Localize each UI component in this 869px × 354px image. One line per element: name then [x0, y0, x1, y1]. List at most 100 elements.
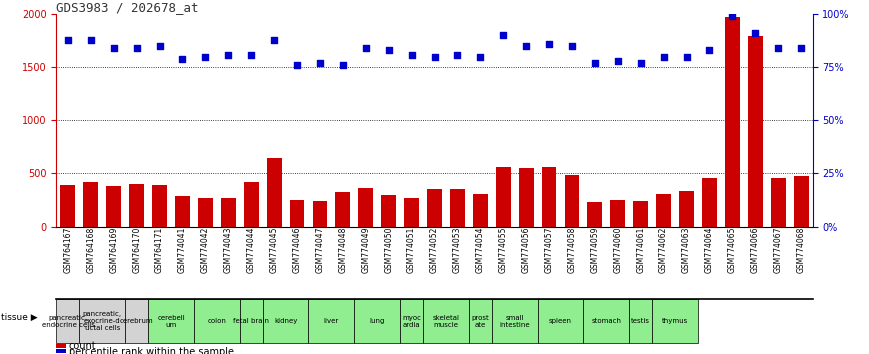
Bar — [267, 158, 282, 227]
Text: pancreatic,
exocrine-d
uctal cells: pancreatic, exocrine-d uctal cells — [83, 311, 122, 331]
Bar — [125, 299, 148, 343]
Text: GSM774063: GSM774063 — [682, 227, 691, 273]
Bar — [656, 194, 671, 227]
Text: lung: lung — [369, 318, 385, 324]
Bar — [79, 299, 125, 343]
Text: GSM774043: GSM774043 — [224, 227, 233, 273]
Bar — [748, 36, 763, 227]
Bar — [450, 189, 465, 227]
Text: myoc
ardia: myoc ardia — [402, 315, 421, 328]
Point — [519, 43, 533, 49]
Text: GSM774054: GSM774054 — [476, 227, 485, 273]
Bar — [83, 182, 98, 227]
Text: GSM774057: GSM774057 — [545, 227, 554, 273]
Bar — [56, 349, 65, 353]
Bar — [289, 200, 304, 227]
Text: colon: colon — [208, 318, 226, 324]
Text: GSM774061: GSM774061 — [636, 227, 645, 273]
Text: GSM774065: GSM774065 — [728, 227, 737, 273]
Text: GSM774064: GSM774064 — [705, 227, 714, 273]
Bar — [771, 178, 786, 227]
Text: GSM764167: GSM764167 — [63, 227, 72, 273]
Text: GSM774068: GSM774068 — [797, 227, 806, 273]
Point — [244, 52, 258, 57]
Bar — [652, 299, 698, 343]
Text: GSM764171: GSM764171 — [155, 227, 164, 273]
Point — [405, 52, 419, 57]
Bar — [519, 168, 534, 227]
Bar — [61, 185, 76, 227]
Point — [428, 54, 441, 59]
Point — [702, 47, 716, 53]
Point — [748, 30, 762, 36]
Text: GSM774052: GSM774052 — [430, 227, 439, 273]
Bar — [152, 185, 167, 227]
Point — [313, 60, 327, 66]
Text: GSM774041: GSM774041 — [178, 227, 187, 273]
Bar — [221, 198, 235, 227]
Bar — [610, 200, 625, 227]
Bar — [583, 299, 629, 343]
Bar — [198, 198, 213, 227]
Point — [726, 13, 740, 19]
Text: GDS3983 / 202678_at: GDS3983 / 202678_at — [56, 1, 199, 14]
Point — [680, 54, 693, 59]
Bar — [538, 299, 583, 343]
Text: GSM774060: GSM774060 — [614, 227, 622, 273]
Bar — [129, 184, 144, 227]
Text: count: count — [69, 341, 96, 352]
Bar — [423, 299, 469, 343]
Text: GSM774046: GSM774046 — [293, 227, 302, 273]
Bar — [400, 299, 423, 343]
Bar — [565, 175, 580, 227]
Point — [84, 37, 98, 42]
Text: GSM774058: GSM774058 — [567, 227, 576, 273]
Text: GSM774067: GSM774067 — [773, 227, 783, 273]
Text: percentile rank within the sample: percentile rank within the sample — [69, 347, 234, 354]
Text: GSM774050: GSM774050 — [384, 227, 393, 273]
Text: GSM764168: GSM764168 — [86, 227, 96, 273]
Bar — [262, 299, 308, 343]
Bar — [244, 183, 259, 227]
Text: GSM774049: GSM774049 — [362, 227, 370, 273]
Text: thymus: thymus — [662, 318, 688, 324]
Point — [359, 45, 373, 51]
Bar — [427, 189, 442, 227]
Text: GSM774066: GSM774066 — [751, 227, 760, 273]
Point — [474, 54, 488, 59]
Point — [107, 45, 121, 51]
Bar — [56, 299, 79, 343]
Bar — [492, 299, 538, 343]
Bar — [679, 191, 694, 227]
Point — [565, 43, 579, 49]
Text: GSM774045: GSM774045 — [269, 227, 279, 273]
Bar — [725, 17, 740, 227]
Bar — [106, 186, 121, 227]
Text: liver: liver — [324, 318, 339, 324]
Text: cerebrum: cerebrum — [120, 318, 154, 324]
Point — [336, 62, 350, 68]
Text: GSM774059: GSM774059 — [590, 227, 600, 273]
Bar — [148, 299, 194, 343]
Text: skeletal
muscle: skeletal muscle — [433, 315, 460, 328]
Text: GSM774056: GSM774056 — [521, 227, 531, 273]
Text: stomach: stomach — [591, 318, 621, 324]
Bar — [358, 188, 373, 227]
Text: cerebell
um: cerebell um — [157, 315, 185, 328]
Bar — [381, 195, 396, 227]
Text: GSM774062: GSM774062 — [659, 227, 668, 273]
Point — [129, 45, 143, 51]
Point — [542, 41, 556, 47]
Point — [657, 54, 671, 59]
Bar — [404, 198, 419, 227]
Point — [222, 52, 235, 57]
Text: GSM774047: GSM774047 — [315, 227, 324, 273]
Bar — [56, 344, 65, 348]
Bar — [587, 202, 602, 227]
Text: GSM774044: GSM774044 — [247, 227, 255, 273]
Text: spleen: spleen — [549, 318, 572, 324]
Bar — [541, 167, 556, 227]
Bar — [496, 167, 511, 227]
Text: GSM774053: GSM774053 — [453, 227, 462, 273]
Bar — [240, 299, 262, 343]
